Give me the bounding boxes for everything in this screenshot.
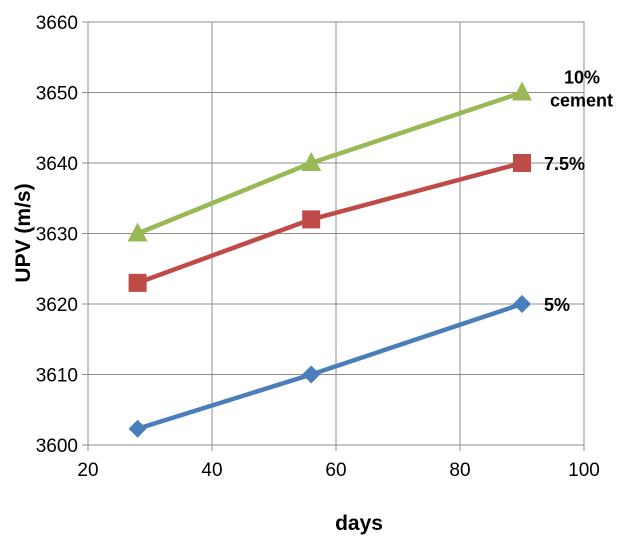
plot-area-border	[87, 21, 585, 446]
x-tick-label: 60	[325, 460, 346, 481]
series-label: 5%	[544, 295, 570, 315]
series-line	[135, 301, 525, 432]
series-labels: 5% 7.5% 10% cement	[544, 68, 613, 316]
x-tick-labels: 20 40 60 80 100	[77, 460, 599, 481]
series-label: cement	[550, 91, 613, 111]
x-tick-label: 80	[449, 460, 470, 481]
data-point-diamond	[128, 419, 147, 438]
x-tick-label: 40	[201, 460, 222, 481]
series-line	[135, 160, 525, 286]
data-point-triangle	[127, 222, 148, 242]
data-point-triangle	[301, 152, 322, 171]
data-point-square	[513, 154, 531, 172]
y-tick-label: 3610	[36, 366, 78, 387]
y-tick-label: 3620	[36, 295, 78, 316]
y-tick-label: 3640	[36, 154, 78, 175]
x-tick-label: 100	[568, 460, 600, 481]
y-tick-label: 3630	[36, 225, 78, 246]
data-point-triangle	[512, 81, 532, 101]
y-tick-label: 3660	[36, 13, 78, 34]
grid-lines	[82, 21, 585, 451]
data-point-diamond	[513, 295, 531, 313]
data-point-square	[128, 273, 147, 292]
y-tick-label: 3600	[36, 436, 78, 457]
x-axis-title: days	[335, 512, 383, 535]
series-label: 10%	[564, 68, 600, 88]
data-point-square	[302, 210, 321, 229]
data-point-diamond	[302, 365, 321, 384]
y-tick-label: 3650	[36, 84, 78, 105]
y-tick-labels: 3600 3610 3620 3630 3640 3650 3660	[36, 13, 78, 457]
x-tick-label: 20	[77, 460, 98, 481]
y-axis-title: UPV (m/s)	[12, 183, 35, 282]
series-group	[127, 81, 532, 438]
series-label: 7.5%	[544, 154, 585, 174]
